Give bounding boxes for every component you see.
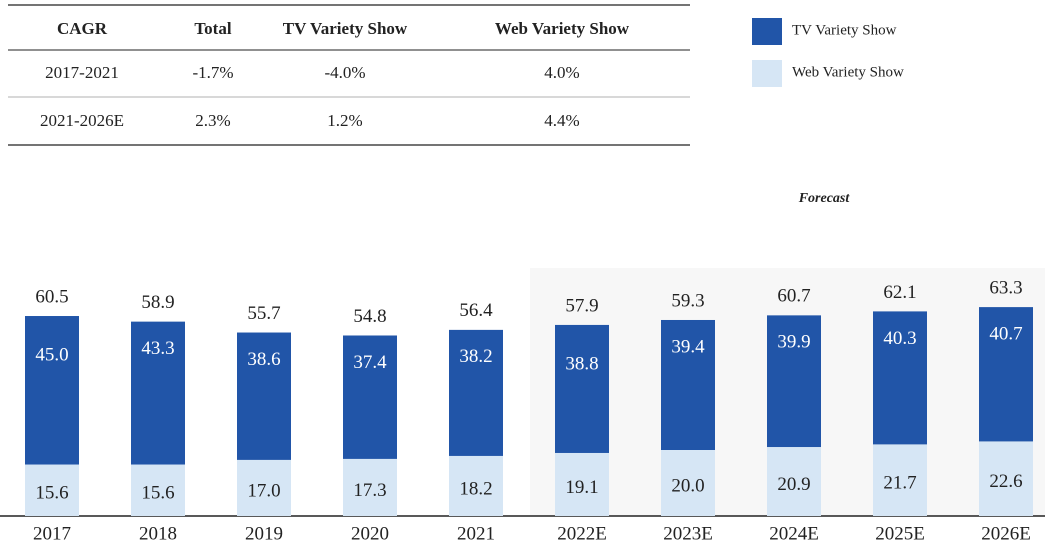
- value-label: 22.6: [989, 471, 1022, 492]
- bar-segment: [131, 464, 185, 516]
- x-tick-label: 2025E: [875, 523, 925, 544]
- bar-segment: [555, 324, 609, 453]
- bar-segment: [555, 452, 609, 516]
- x-tick-label: 2021: [457, 523, 495, 544]
- table-header: Total: [194, 19, 231, 38]
- table-header: Web Variety Show: [495, 19, 630, 38]
- total-label: 60.5: [35, 286, 68, 307]
- value-label: 38.8: [565, 353, 598, 374]
- value-label: 20.9: [777, 474, 810, 495]
- x-tick-label: 2024E: [769, 523, 819, 544]
- bar-segment: [131, 321, 185, 465]
- value-label: 38.2: [459, 346, 492, 367]
- bar-segment: [449, 329, 503, 456]
- table-header: CAGR: [57, 19, 108, 38]
- bar-segment: [237, 459, 291, 516]
- total-label: 54.8: [353, 306, 386, 327]
- value-label: 15.6: [35, 483, 68, 504]
- bar-segment: [979, 441, 1033, 516]
- value-label: 17.0: [247, 480, 280, 501]
- table-cell: 4.0%: [544, 63, 579, 82]
- value-label: 43.3: [141, 338, 174, 359]
- total-label: 56.4: [459, 300, 493, 321]
- value-label: 40.3: [883, 328, 916, 349]
- total-label: 60.7: [777, 286, 810, 307]
- table-cell: 2.3%: [195, 111, 230, 130]
- total-label: 55.7: [247, 303, 280, 324]
- forecast-label: Forecast: [798, 191, 851, 206]
- x-tick-label: 2018: [139, 523, 177, 544]
- bar-segment: [237, 332, 291, 460]
- legend-label: TV Variety Show: [792, 22, 897, 38]
- value-label: 39.9: [777, 332, 810, 353]
- x-tick-label: 2020: [351, 523, 389, 544]
- total-label: 57.9: [565, 295, 598, 316]
- value-label: 18.2: [459, 478, 492, 499]
- total-label: 62.1: [883, 282, 916, 303]
- value-label: 45.0: [35, 344, 68, 365]
- value-label: 37.4: [353, 352, 387, 373]
- value-label: 20.0: [671, 475, 704, 496]
- bar-segment: [449, 455, 503, 516]
- value-label: 38.6: [247, 349, 280, 370]
- x-tick-label: 2022E: [557, 523, 607, 544]
- value-label: 40.7: [989, 323, 1022, 344]
- value-label: 21.7: [883, 473, 916, 494]
- value-label: 39.4: [671, 336, 705, 357]
- x-tick-label: 2019: [245, 523, 283, 544]
- bar-segment: [343, 458, 397, 516]
- table-cell: 2021-2026E: [40, 111, 124, 130]
- bar-segment: [343, 335, 397, 459]
- legend-swatch: [752, 18, 782, 45]
- x-tick-label: 2026E: [981, 523, 1031, 544]
- bar-segment: [873, 444, 927, 516]
- table-cell: 4.4%: [544, 111, 579, 130]
- bar-segment: [25, 464, 79, 516]
- total-label: 59.3: [671, 290, 704, 311]
- bar-segment: [979, 307, 1033, 442]
- x-tick-label: 2017: [33, 523, 71, 544]
- table-cell: -1.7%: [192, 63, 233, 82]
- bar-segment: [25, 316, 79, 465]
- bar-segment: [873, 311, 927, 445]
- bar-segment: [661, 319, 715, 450]
- table-cell: 1.2%: [327, 111, 362, 130]
- value-label: 15.6: [141, 483, 174, 504]
- value-label: 19.1: [565, 477, 598, 498]
- legend-label: Web Variety Show: [792, 64, 904, 80]
- x-tick-label: 2023E: [663, 523, 713, 544]
- value-label: 17.3: [353, 480, 386, 501]
- bar-segment: [767, 447, 821, 516]
- table-cell: 2017-2021: [45, 63, 119, 82]
- total-label: 58.9: [141, 292, 174, 313]
- bar-segment: [661, 450, 715, 516]
- table-header: TV Variety Show: [283, 19, 408, 38]
- table-cell: -4.0%: [324, 63, 365, 82]
- bar-segment: [767, 315, 821, 448]
- total-label: 63.3: [989, 277, 1022, 298]
- legend-swatch: [752, 60, 782, 87]
